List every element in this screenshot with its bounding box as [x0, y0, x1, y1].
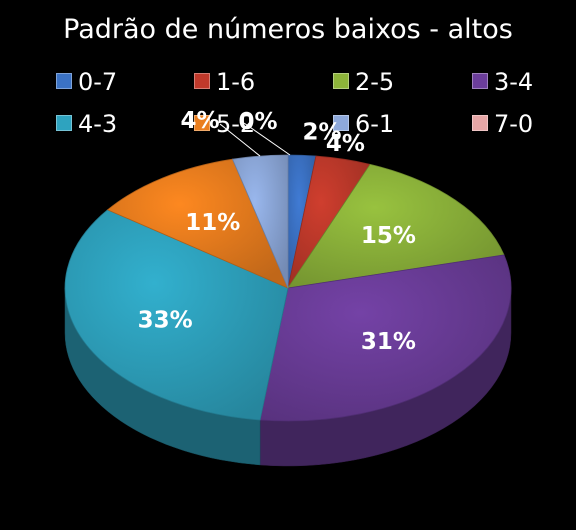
- legend-item-7: 7-0: [472, 110, 533, 138]
- legend-label: 2-5: [355, 68, 395, 96]
- data-labels: 2%4%15%31%33%11%4% 0%: [138, 108, 416, 355]
- legend-item-1: 1-6: [194, 68, 255, 96]
- legend-label: 6-1: [355, 110, 395, 138]
- pie-slice-5-2: [106, 158, 289, 289]
- data-label-2-5: 15%: [361, 223, 416, 249]
- data-label-4-3: 33%: [138, 308, 193, 334]
- pie-slice-4-3: [64, 209, 289, 421]
- legend-swatch: [333, 115, 349, 131]
- legend-item-2: 2-5: [333, 68, 394, 96]
- legend-item-5: 5-2: [194, 110, 255, 138]
- pie-slices: [64, 154, 512, 422]
- legend-swatch: [56, 73, 72, 89]
- legend-swatch: [194, 73, 210, 89]
- legend-swatch: [472, 73, 488, 89]
- data-label-3-4: 31%: [361, 329, 416, 355]
- data-label-1-6: 4%: [326, 131, 365, 157]
- legend-item-4: 4-3: [56, 110, 117, 138]
- chart-title: Padrão de números baixos - altos: [63, 14, 513, 45]
- legend-swatch: [194, 115, 210, 131]
- legend-swatch: [472, 115, 488, 131]
- legend-label: 3-4: [494, 68, 534, 96]
- data-label-0-7: 2%: [302, 119, 341, 145]
- legend-label: 0-7: [78, 68, 118, 96]
- leader-line: [219, 123, 261, 157]
- legend-label: 1-6: [216, 68, 256, 96]
- legend-swatch: [333, 73, 349, 89]
- legend-swatch: [56, 115, 72, 131]
- pie-slice-3-4: [259, 254, 512, 422]
- leader-line: [243, 122, 291, 156]
- legend-label: 5-2: [216, 110, 256, 138]
- pie-slice-2-5: [287, 163, 505, 289]
- legend-item-6: 6-1: [333, 110, 394, 138]
- pie-slice-6-1: [231, 154, 289, 289]
- data-label-5-2: 11%: [185, 210, 240, 236]
- legend-label: 7-0: [494, 110, 534, 138]
- legend-item-0: 0-7: [56, 68, 117, 96]
- data-label-6-1: 4%: [181, 108, 220, 134]
- legend-label: 4-3: [78, 110, 118, 138]
- legend-item-3: 3-4: [472, 68, 533, 96]
- data-label-7-0: 0%: [238, 109, 277, 135]
